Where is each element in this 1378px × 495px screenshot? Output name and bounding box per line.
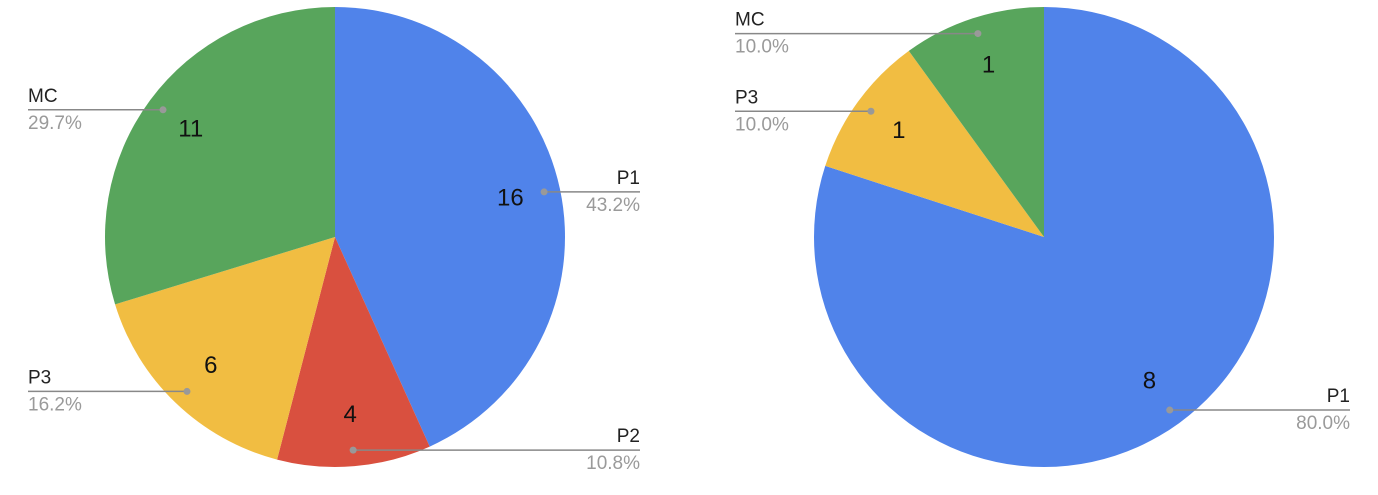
legend-label: P1 [1327, 386, 1350, 407]
percent-label: 10.8% [586, 453, 640, 474]
percent-label: 29.7% [28, 113, 82, 134]
pie-slice [335, 7, 565, 447]
percent-label: 10.0% [735, 114, 789, 135]
legend-label: P2 [617, 426, 640, 447]
legend-label: P3 [28, 367, 51, 388]
leader-dot [349, 446, 357, 454]
value-label: 8 [1143, 367, 1156, 394]
percent-label: 16.2% [28, 394, 82, 415]
value-label: 16 [497, 185, 524, 212]
value-label: 4 [344, 401, 357, 428]
pie-slice [115, 237, 335, 460]
leader-dot [540, 188, 548, 196]
pie-slice [277, 237, 430, 467]
leader-dot [1166, 406, 1174, 414]
value-label: 11 [178, 116, 203, 143]
pie-slice [104, 7, 335, 305]
percent-label: 43.2% [586, 195, 640, 216]
pie-slice [825, 50, 1044, 238]
legend-label: MC [28, 86, 58, 107]
leader-dot [183, 387, 191, 395]
value-label: 1 [892, 117, 905, 144]
value-label: 1 [982, 52, 995, 79]
percent-label: 10.0% [735, 37, 789, 58]
leader-dot [867, 107, 875, 115]
legend-label: MC [735, 10, 765, 31]
pie-slice [908, 7, 1044, 237]
leader-dot [159, 106, 167, 114]
leader-dot [974, 30, 982, 38]
percent-label: 80.0% [1296, 413, 1350, 434]
legend-label: P1 [617, 168, 640, 189]
value-label: 6 [204, 352, 217, 379]
legend-label: P3 [735, 87, 758, 108]
